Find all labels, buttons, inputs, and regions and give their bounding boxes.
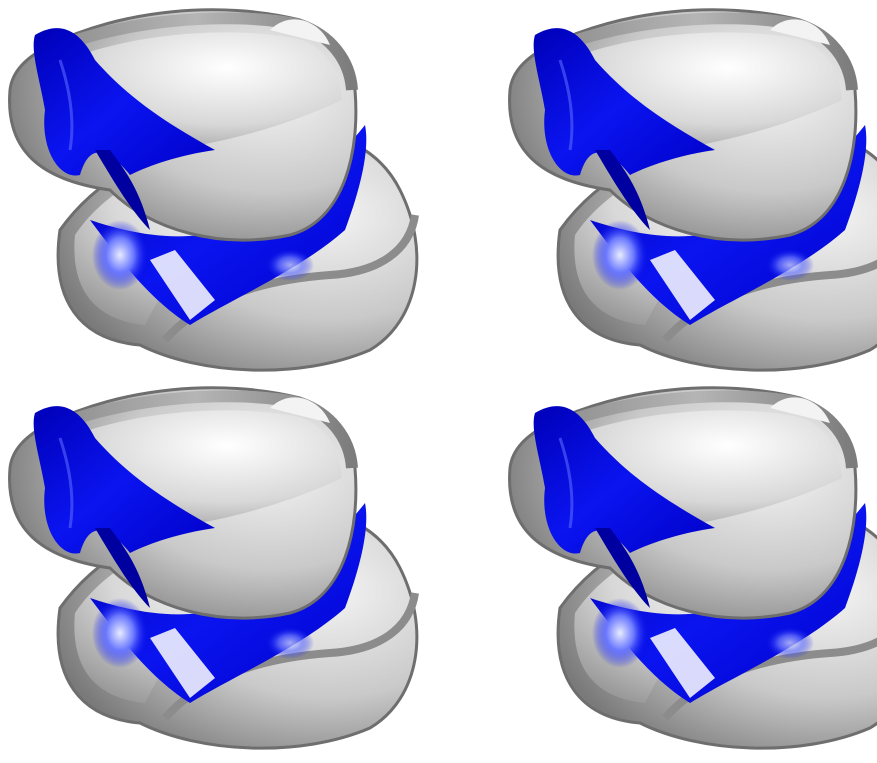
render-panel — [510, 388, 877, 748]
render-panel — [510, 10, 877, 370]
render-panel — [10, 388, 417, 748]
render-panel — [10, 10, 417, 370]
